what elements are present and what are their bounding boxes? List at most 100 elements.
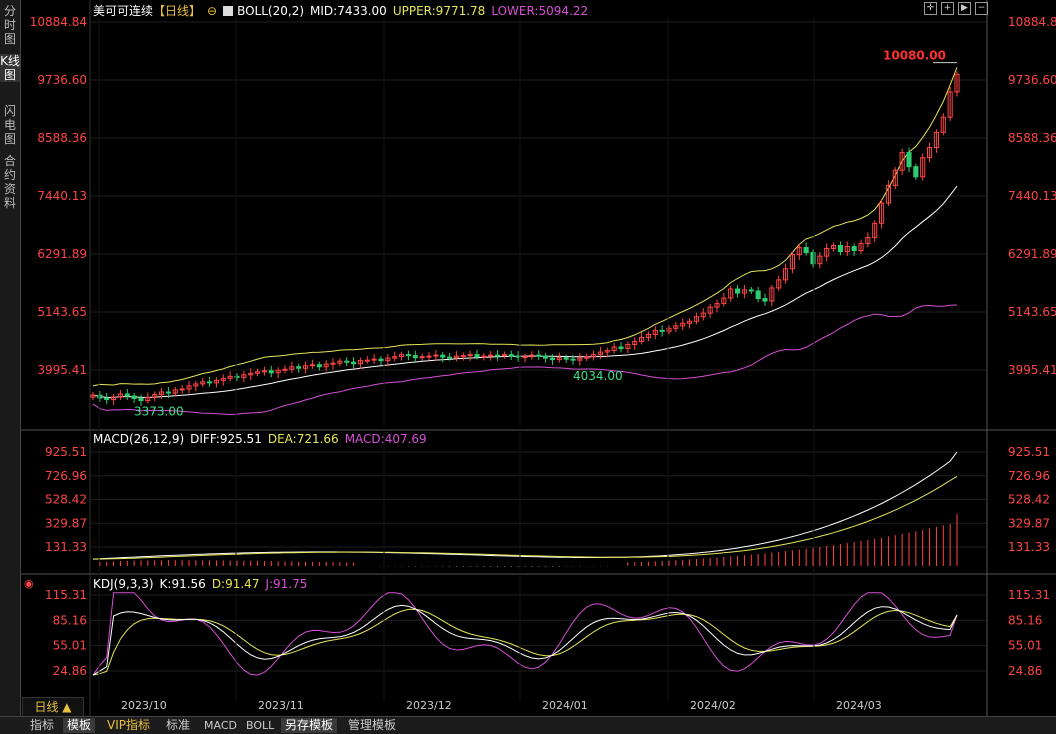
- kdj-axis-label-right: 85.16: [1008, 613, 1042, 627]
- candle-body: [474, 354, 480, 358]
- candle-body: [721, 297, 727, 305]
- zoom-in-icon[interactable]: +: [941, 2, 954, 15]
- kdj-label: KDJ(9,3,3): [93, 577, 154, 591]
- candle-body: [776, 279, 782, 289]
- price-axis-label-right: 8588.36: [1008, 131, 1056, 145]
- play-icon[interactable]: ▶: [958, 2, 971, 15]
- candle-body: [570, 358, 576, 361]
- tab-indicator[interactable]: 指标: [30, 718, 55, 732]
- tab-standard[interactable]: 标准: [166, 718, 191, 732]
- candle-body: [405, 354, 411, 357]
- kdj-axis-label-left: 24.86: [53, 664, 87, 678]
- candle-body: [652, 329, 658, 335]
- kdj-axis-label-right: 115.31: [1008, 588, 1050, 602]
- candle-body: [947, 91, 953, 118]
- kdj-j: J:91.75: [265, 577, 308, 591]
- candle-body: [604, 350, 610, 353]
- tab-flash[interactable]: 闪电图: [3, 104, 16, 146]
- tab-save-template[interactable]: 另存模板: [281, 718, 338, 733]
- candle-body: [796, 247, 802, 256]
- macd-axis-label-left: 726.96: [45, 469, 87, 483]
- candle-body: [145, 397, 151, 402]
- price-axis-label-right: 7440.13: [1008, 189, 1056, 203]
- macd-axis-label-left: 329.87: [45, 516, 87, 530]
- candle-body: [632, 340, 638, 346]
- period-label: 【日线】: [153, 4, 202, 18]
- candle-body: [577, 357, 583, 361]
- candle-body: [680, 322, 686, 327]
- candle-body: [645, 333, 651, 338]
- candle-body: [522, 356, 528, 359]
- chart-area[interactable]: 10884.84 10884.84 9736.60 9736.60 8588.36 858…: [21, 0, 1056, 716]
- candle-body: [460, 355, 466, 358]
- candle-body: [501, 354, 507, 357]
- tab-template[interactable]: 模板: [63, 718, 96, 733]
- candle-body: [412, 355, 418, 359]
- high-price-label: 10080.00: [883, 49, 946, 63]
- candle-body: [783, 268, 789, 281]
- kline-chart[interactable]: 10884.84 10884.84 9736.60 9736.60 8588.36 858…: [21, 0, 1056, 716]
- candle-body: [172, 389, 178, 394]
- candle-body: [933, 131, 939, 149]
- candle-body: [892, 169, 898, 186]
- candle-body: [899, 152, 905, 171]
- tab-kline[interactable]: K线图: [0, 54, 20, 82]
- candle-body: [289, 366, 295, 370]
- zoom-out-icon[interactable]: −: [975, 2, 988, 15]
- candle-body: [543, 355, 549, 359]
- settings-circle-icon[interactable]: ⊖: [207, 4, 218, 18]
- macd-axis-label-right: 726.96: [1008, 469, 1050, 483]
- candle-body: [488, 354, 494, 357]
- candle-body: [803, 247, 809, 254]
- candle-body: [789, 254, 795, 270]
- candle-body: [748, 289, 754, 292]
- candle-body: [467, 354, 473, 357]
- bottom-toolbar: 指标 模板 VIP指标 标准 MACD BOLL 另存模板 管理模板: [0, 716, 1056, 734]
- tab-macd[interactable]: MACD: [204, 719, 237, 732]
- candle-body: [426, 355, 432, 358]
- candle-body: [152, 394, 158, 399]
- candle-body: [227, 375, 233, 379]
- candle-body: [639, 336, 645, 342]
- macd-axis-label-right: 925.51: [1008, 445, 1050, 459]
- candle-body: [179, 388, 185, 391]
- candle-body: [611, 346, 617, 352]
- kdj-axis-label-right: 24.86: [1008, 664, 1042, 678]
- macd-axis-label-right: 329.87: [1008, 516, 1050, 530]
- candle-body: [241, 374, 247, 378]
- period-selector-button[interactable]: 日线 ▲: [22, 697, 84, 717]
- date-axis-label: 2024/03: [836, 699, 882, 712]
- tab-boll[interactable]: BOLL: [246, 719, 275, 732]
- indicator-swatch-icon[interactable]: [223, 6, 234, 16]
- candle-body: [344, 360, 350, 363]
- candle-body: [309, 364, 315, 367]
- candle-body: [117, 393, 123, 398]
- tab-contract-info[interactable]: 合约资料: [3, 154, 16, 210]
- candle-body: [364, 359, 370, 362]
- kdj-axis-label-left: 115.31: [45, 588, 87, 602]
- tab-vip-indicator[interactable]: VIP指标: [107, 718, 150, 732]
- price-axis-label-left: 3995.41: [37, 363, 87, 377]
- price-axis-label-left: 10884.84: [30, 15, 87, 29]
- candle-body: [940, 116, 946, 133]
- kdj-marker-icon[interactable]: ◉: [24, 577, 34, 590]
- macd-dea: DEA:721.66: [267, 432, 339, 446]
- candle-body: [453, 355, 459, 359]
- crosshair-icon[interactable]: ✛: [924, 2, 937, 15]
- boll-mid: MID:7433.00: [310, 4, 387, 18]
- candle-body: [707, 306, 713, 314]
- candle-body: [865, 236, 871, 244]
- candle-body: [207, 381, 213, 384]
- tab-timeshare[interactable]: 分时图: [3, 4, 16, 46]
- price-axis-label-left: 6291.89: [37, 247, 87, 261]
- candle-body: [186, 385, 192, 390]
- candle-body: [954, 73, 960, 93]
- boll-lower: LOWER:5094.22: [491, 4, 589, 18]
- candle-body: [762, 298, 768, 302]
- candle-body: [618, 346, 624, 350]
- candle-body: [255, 371, 261, 374]
- candle-body: [138, 398, 144, 402]
- candle-body: [111, 396, 117, 401]
- candle-body: [755, 290, 761, 300]
- tab-manage-template[interactable]: 管理模板: [348, 718, 397, 732]
